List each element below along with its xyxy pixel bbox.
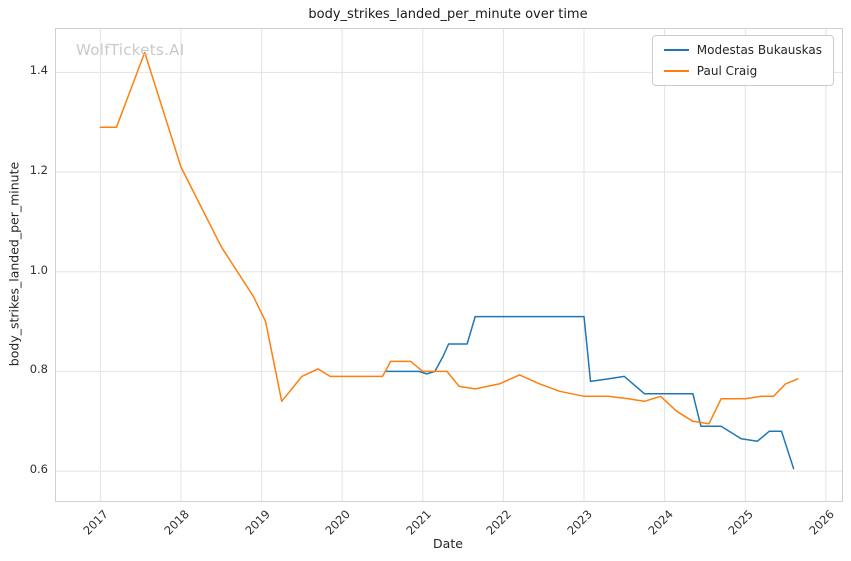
legend-label-series-1: Modestas Bukauskas <box>696 43 822 57</box>
chart-title: body_strikes_landed_per_minute over time <box>308 7 588 22</box>
y-tick-label: 1.0 <box>29 262 48 277</box>
y-tick-label: 0.6 <box>29 462 48 477</box>
series-line-paul-craig <box>99 51 799 425</box>
x-tick-label: 2017 <box>80 507 112 538</box>
x-tick-label: 2024 <box>644 507 676 538</box>
x-tick-label: 2019 <box>241 507 273 538</box>
y-tick-label: 0.8 <box>29 362 48 377</box>
legend-label-series-2: Paul Craig <box>696 64 758 78</box>
y-tick-label: 1.4 <box>29 63 48 78</box>
x-tick-label: 2023 <box>564 507 595 538</box>
x-tick-label: 2026 <box>806 507 837 538</box>
watermark: WolfTickets.AI <box>76 41 185 59</box>
legend-item: Paul Craig <box>663 64 822 78</box>
x-tick-label: 2018 <box>161 507 192 538</box>
x-tick-label: 2022 <box>483 507 515 538</box>
y-tick-label: 1.2 <box>29 163 48 178</box>
x-tick-label: 2021 <box>403 507 434 538</box>
legend-item: Modestas Bukauskas <box>663 43 822 57</box>
plot-area: WolfTickets.AI Modestas Bukauskas Paul C… <box>55 28 843 502</box>
legend-line-swatch-series-1 <box>663 49 689 51</box>
series-line-modestas-bukauskas <box>385 315 795 470</box>
legend-line-swatch-series-2 <box>663 70 689 72</box>
x-tick-label: 2025 <box>725 507 757 538</box>
x-tick-label: 2020 <box>322 507 354 538</box>
plot-canvas <box>56 29 842 501</box>
legend: Modestas Bukauskas Paul Craig <box>651 35 834 86</box>
x-axis-label: Date <box>433 536 463 551</box>
